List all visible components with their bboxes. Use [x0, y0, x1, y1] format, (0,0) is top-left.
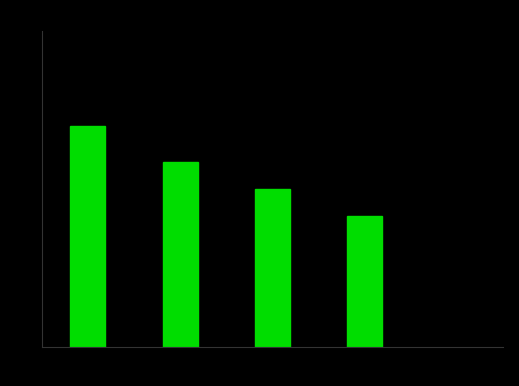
- Bar: [162, 162, 198, 347]
- Bar: [70, 126, 105, 347]
- Bar: [255, 189, 290, 347]
- Bar: [347, 216, 383, 347]
